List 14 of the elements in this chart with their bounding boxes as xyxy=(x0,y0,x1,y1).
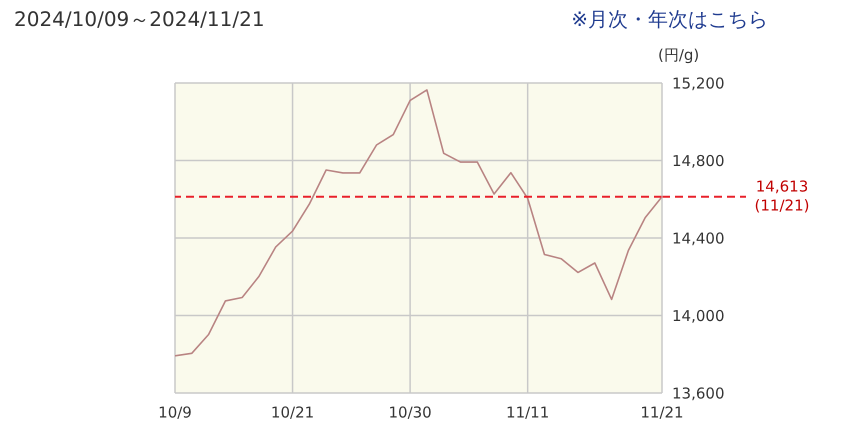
x-tick-label: 10/21 xyxy=(270,404,314,422)
y-tick-label: 14,400 xyxy=(672,229,724,248)
text: ※月次・年次はこちら xyxy=(571,6,768,33)
x-tick-label: 11/21 xyxy=(640,404,684,422)
y-tick-label: 14,000 xyxy=(672,306,724,325)
y-axis-title: (円/g) xyxy=(658,46,700,65)
x-tick-label: 10/30 xyxy=(388,404,432,422)
y-tick-label: 15,200 xyxy=(672,74,724,92)
y-tick-label: 13,600 xyxy=(672,384,724,402)
x-tick-label: 10/9 xyxy=(158,404,192,422)
y-tick-label: 14,800 xyxy=(672,152,724,170)
chart-title: 2024/10/09～2024/11/21 xyxy=(14,6,265,33)
ref-line-label: 14,613 (11/21) xyxy=(754,178,810,215)
x-tick-label: 11/11 xyxy=(506,404,550,422)
